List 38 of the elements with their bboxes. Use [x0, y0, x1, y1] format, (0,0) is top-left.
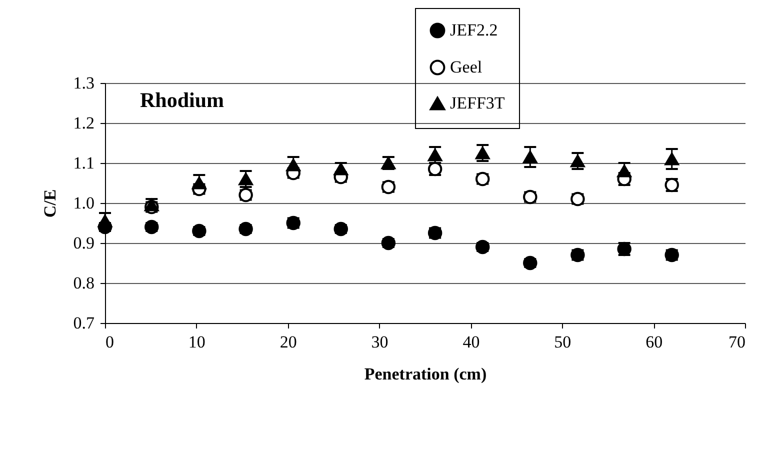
point [238, 172, 253, 186]
point [428, 148, 442, 162]
point [144, 220, 159, 234]
point [617, 164, 632, 178]
x-axis-title: Penetration (cm) [364, 364, 487, 384]
x-tick-label: 20 [280, 332, 297, 352]
legend-label: Geel [450, 58, 482, 76]
point [523, 150, 538, 164]
x-tick-label: 0 [106, 332, 114, 352]
x-tick-label: 50 [554, 332, 572, 352]
point [381, 236, 396, 250]
point [192, 176, 206, 190]
point [286, 158, 300, 172]
point [664, 152, 679, 166]
legend-label: JEF2.2 [450, 20, 498, 40]
y-axis-title: C/E [40, 189, 60, 218]
x-tick-label: 60 [646, 332, 663, 352]
y-tick-label: 1.0 [73, 194, 94, 212]
y-tick-label: 1.1 [73, 154, 94, 172]
y-tick-label: 0.9 [73, 234, 94, 252]
y-tick-label: 1.2 [73, 114, 94, 132]
x-tick-label: 30 [371, 332, 388, 352]
x-tick-label: 40 [462, 332, 480, 352]
x-tick-label: 10 [188, 332, 206, 352]
y-tick-label: 1.3 [73, 74, 94, 92]
point [475, 146, 490, 160]
point [334, 162, 348, 176]
point [570, 154, 585, 168]
y-tick-label: 0.8 [73, 274, 94, 292]
point [475, 240, 490, 254]
point [238, 222, 253, 236]
point [523, 256, 538, 270]
x-tick-label: 70 [728, 332, 746, 352]
y-tick-label: 0.7 [73, 314, 95, 332]
point [192, 224, 206, 238]
legend-label: JEFF3T [450, 94, 506, 112]
chart-title: Rhodium [140, 88, 225, 112]
point [98, 214, 112, 228]
